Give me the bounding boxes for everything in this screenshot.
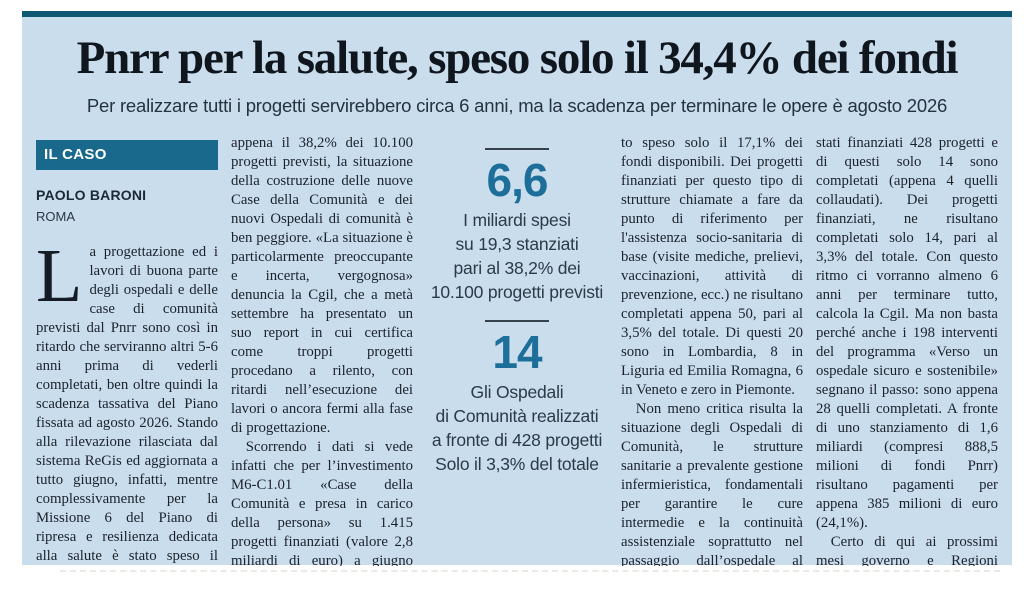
next-article-crop-fragments bbox=[60, 570, 1000, 572]
stat-caption: I miliardi spesi su 19,3 stanziati pari … bbox=[426, 208, 608, 304]
stat-caption-line: Solo il 3,3% del totale bbox=[435, 454, 599, 474]
stat-caption-line: a fronte di 428 progetti bbox=[431, 430, 603, 450]
article-panel: Pnrr per la salute, speso solo il 34,4% … bbox=[22, 17, 1012, 566]
paragraph: Scorrendo i dati si vede infatti che per… bbox=[231, 439, 413, 566]
article-subtitle: Per realizzare tutti i progetti servireb… bbox=[86, 95, 948, 116]
byline-location: ROMA bbox=[36, 209, 75, 224]
stat-caption-line: Gli Ospedali bbox=[470, 382, 564, 402]
stat-caption-line: pari al 38,2% dei bbox=[453, 258, 581, 278]
stat-divider-rule bbox=[485, 148, 549, 150]
paragraph-text: a progettazione ed i lavori di buona par… bbox=[36, 244, 218, 564]
byline-author: PAOLO BARONI bbox=[36, 187, 147, 203]
article-headline: Pnrr per la salute, speso solo il 34,4% … bbox=[76, 32, 959, 84]
paragraph: stati finanziati 428 progetti e di quest… bbox=[816, 135, 998, 531]
paragraph: appena il 38,2% dei 10.100 progetti prev… bbox=[231, 135, 413, 436]
stat-caption-line: su 19,3 stanziati bbox=[455, 234, 579, 254]
article-column-2: appena il 38,2% dei 10.100 progetti prev… bbox=[231, 134, 413, 566]
stat-caption-line: I miliardi spesi bbox=[463, 210, 571, 230]
paragraph: to speso solo il 17,1% dei fondi disponi… bbox=[621, 135, 803, 398]
stat-block-hospitals: 14 Gli Ospedali di Comunità realizzati a… bbox=[426, 320, 608, 476]
stat-caption-line: 10.100 progetti previsti bbox=[430, 282, 604, 302]
stat-block-spending: 6,6 I miliardi spesi su 19,3 stanziati p… bbox=[426, 148, 608, 304]
stats-callout-column: 6,6 I miliardi spesi su 19,3 stanziati p… bbox=[426, 134, 608, 566]
article-column-4: to speso solo il 17,1% dei fondi disponi… bbox=[621, 134, 803, 566]
stat-divider-rule bbox=[485, 320, 549, 322]
stat-number: 14 bbox=[492, 326, 542, 378]
stat-caption-line: di Comunità realizzati bbox=[435, 406, 599, 426]
paragraph: Certo di qui ai prossimi mesi governo e … bbox=[816, 534, 998, 566]
page-edge-text-fragments: e - a i l - e i 1 - i a - i o e - l a i … bbox=[0, 0, 7, 599]
byline: PAOLO BARONI ROMA bbox=[36, 186, 218, 226]
paragraph: Non meno critica risulta la situazione d… bbox=[621, 401, 803, 566]
article-column-5: stati finanziati 428 progetti e di quest… bbox=[816, 134, 998, 566]
drop-cap: L bbox=[36, 234, 83, 318]
kicker-badge: IL CASO bbox=[36, 140, 218, 170]
stat-number: 6,6 bbox=[486, 154, 549, 206]
section-top-rule bbox=[22, 11, 1012, 17]
stat-caption: Gli Ospedali di Comunità realizzati a fr… bbox=[426, 380, 608, 476]
